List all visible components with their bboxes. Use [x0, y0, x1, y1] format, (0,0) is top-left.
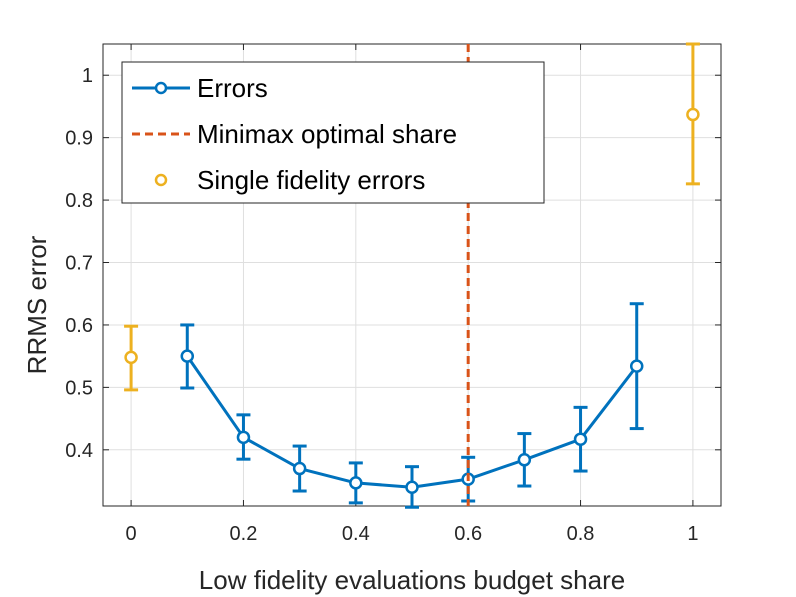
y-tick-label: 0.5: [65, 377, 93, 399]
single-fidelity-point: [124, 350, 138, 365]
legend-errors-label: Errors: [197, 73, 268, 103]
errors-point: [517, 453, 532, 467]
legend-minimax-label: Minimax optimal share: [197, 119, 457, 149]
x-tick-label: 0.8: [567, 523, 595, 545]
single-fidelity-point: [686, 107, 700, 122]
x-tick-label: 0.6: [454, 523, 482, 545]
x-tick-label: 0.2: [230, 523, 258, 545]
y-tick-label: 0.6: [65, 315, 93, 337]
legend-single-fidelity-marker: [154, 173, 168, 187]
y-axis-label: RRMS error: [22, 235, 52, 374]
y-tick-label: 0.7: [65, 253, 93, 275]
y-tick-label: 0.4: [65, 440, 93, 462]
errors-point: [573, 432, 588, 446]
errors-point: [405, 480, 419, 495]
x-tick-label: 0: [126, 523, 137, 545]
legend-errors-marker: [154, 81, 168, 95]
y-tick-label: 1: [82, 65, 93, 87]
y-tick-label: 0.9: [65, 128, 93, 150]
errors-point: [629, 359, 644, 373]
x-tick-label: 1: [687, 523, 698, 545]
y-tick-label: 0.8: [65, 190, 93, 212]
legend-box: [121, 61, 545, 204]
x-tick-label: 0.4: [342, 523, 370, 545]
errors-point: [349, 476, 363, 490]
y-axis-ticks: 0.4 0.5 0.6 0.7 0.8 0.9 1: [65, 65, 721, 462]
errors-point: [236, 430, 251, 445]
x-axis-ticks: 0 0.2 0.4 0.6 0.8 1: [126, 44, 698, 545]
errors-point: [292, 461, 307, 476]
legend-single-fidelity-label: Single fidelity errors: [197, 165, 425, 195]
legend: Errors Minimax optimal share Single fide…: [121, 61, 545, 204]
x-axis-label: Low fidelity evaluations budget share: [199, 565, 625, 595]
errors-point: [180, 349, 195, 363]
series-layer: [124, 42, 700, 509]
